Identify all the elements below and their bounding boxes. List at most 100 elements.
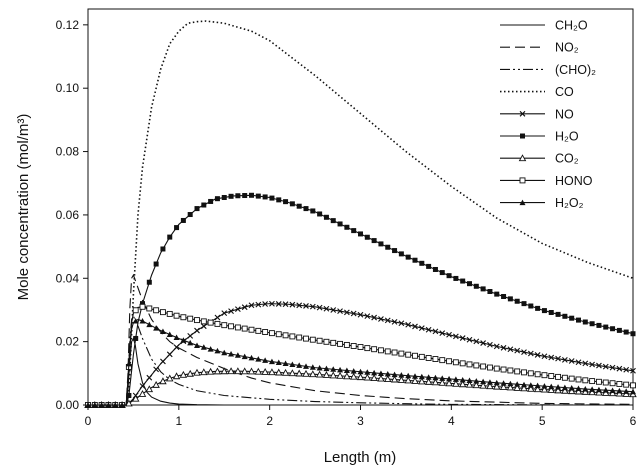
data-point (630, 388, 636, 395)
data-point (132, 318, 139, 324)
y-tick-label: 0.10 (56, 81, 80, 95)
data-point (418, 377, 426, 385)
data-point (432, 374, 439, 381)
data-point (541, 383, 548, 389)
data-point (582, 377, 589, 384)
series-line (88, 318, 634, 406)
data-point (514, 347, 521, 354)
data-point (405, 372, 412, 379)
data-point (289, 301, 296, 308)
data-point (392, 248, 398, 254)
data-point (446, 273, 452, 279)
data-point (268, 330, 275, 337)
data-point (249, 192, 254, 198)
data-point (480, 378, 487, 385)
data-point (432, 328, 439, 335)
data-point (623, 388, 630, 394)
data-point (479, 381, 487, 389)
data-point (138, 389, 147, 397)
data-point (228, 351, 235, 357)
data-point (501, 293, 507, 299)
data-point (351, 228, 357, 234)
data-point (404, 376, 412, 384)
data-point (153, 325, 160, 331)
data-point (371, 346, 378, 353)
data-point (167, 234, 173, 240)
data-point (486, 379, 493, 385)
data-point (343, 367, 350, 374)
data-point (623, 366, 630, 373)
series-5 (85, 192, 636, 408)
data-point (616, 327, 622, 333)
data-point (521, 381, 527, 388)
data-point (370, 374, 378, 382)
series-layer (84, 20, 637, 408)
data-point (391, 349, 398, 356)
data-point (194, 317, 200, 324)
data-point (494, 291, 500, 297)
data-point (274, 368, 283, 376)
data-point (187, 339, 194, 346)
data-point (602, 387, 609, 393)
data-point (466, 377, 473, 384)
data-point (200, 323, 207, 330)
data-point (315, 370, 324, 378)
y-tick-label: 0.00 (56, 398, 80, 412)
data-point (363, 373, 372, 381)
data-point (194, 327, 200, 334)
legend-marker (518, 154, 527, 162)
data-point (330, 366, 337, 372)
data-point (275, 331, 282, 338)
data-point (398, 350, 405, 357)
data-point (480, 286, 486, 292)
data-point (282, 332, 289, 339)
data-point (500, 344, 507, 351)
data-point (316, 337, 323, 344)
data-point (316, 365, 323, 371)
data-point (228, 308, 234, 315)
data-point (262, 301, 269, 307)
data-point (616, 380, 623, 387)
data-point (582, 386, 589, 392)
data-point (241, 325, 248, 332)
data-point (309, 336, 316, 343)
data-point (466, 361, 473, 368)
data-point (567, 387, 576, 395)
data-point (383, 375, 392, 382)
data-point (329, 371, 338, 379)
data-point (303, 303, 309, 309)
data-point (200, 368, 208, 376)
data-point (317, 211, 323, 217)
data-point (371, 314, 378, 321)
data-point (323, 365, 330, 372)
data-point (302, 369, 310, 377)
data-point (466, 336, 473, 343)
data-point (255, 193, 261, 199)
data-point (527, 382, 534, 388)
data-point (630, 367, 636, 374)
data-point (561, 386, 569, 394)
data-point (247, 367, 256, 375)
data-point (262, 329, 269, 335)
legend-label: CO (555, 85, 574, 99)
data-point (146, 374, 153, 381)
data-point (432, 356, 439, 362)
data-point (187, 212, 193, 218)
legend-marker (520, 133, 525, 139)
data-point (343, 372, 351, 380)
data-point (235, 193, 241, 199)
data-point (180, 314, 187, 321)
data-point (119, 402, 126, 408)
data-point (589, 386, 596, 392)
data-point (281, 368, 290, 376)
data-point (125, 399, 133, 407)
data-point (458, 380, 467, 388)
data-point (534, 352, 541, 358)
data-point (241, 353, 248, 360)
series-4 (85, 300, 636, 408)
data-point (533, 385, 542, 393)
data-point (439, 375, 446, 381)
data-point (166, 310, 173, 317)
data-point (595, 386, 602, 393)
data-point (303, 335, 309, 342)
